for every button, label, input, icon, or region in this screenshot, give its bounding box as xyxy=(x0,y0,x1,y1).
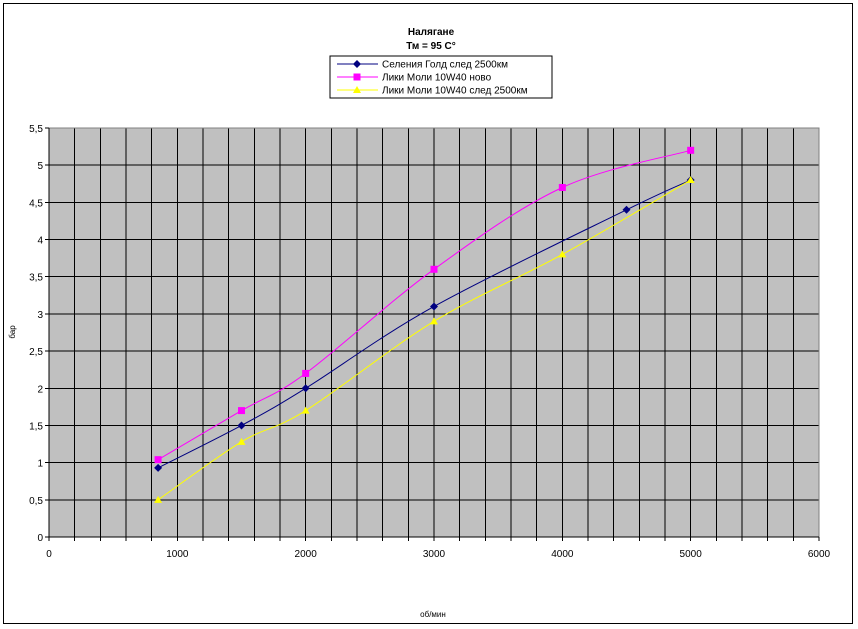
y-tick-label: 0,5 xyxy=(29,496,43,507)
data-point xyxy=(154,495,163,503)
legend-marker xyxy=(353,86,361,93)
y-tick-label: 2,5 xyxy=(29,347,43,358)
legend-label: Селения Голд след 2500км xyxy=(382,60,508,71)
y-tick-label: 2 xyxy=(37,384,43,395)
series-2 xyxy=(154,146,695,464)
y-tick-label: 1 xyxy=(37,459,43,470)
legend-marker xyxy=(353,60,361,68)
y-tick-label: 0 xyxy=(37,533,43,544)
data-point xyxy=(301,406,310,414)
x-tick-label: 5000 xyxy=(680,549,703,560)
legend-item: Лики Моли 10W40 ново xyxy=(337,73,492,84)
y-tick-label: 3,5 xyxy=(29,273,43,284)
legend: Селения Голд след 2500км Лики Моли 10W40 … xyxy=(329,55,553,99)
data-point xyxy=(154,456,162,464)
plot-area: 0 0,5 1 1,5 2 2,5 3 3,5 4 4,5 5 5,5 0 1000 2000 3000 400… xyxy=(29,124,830,560)
data-point xyxy=(687,146,695,154)
x-tick-label: 4000 xyxy=(551,549,574,560)
legend-item: Селения Голд след 2500км xyxy=(337,60,508,71)
data-point xyxy=(558,250,567,258)
data-point xyxy=(154,463,163,472)
data-point xyxy=(622,205,631,214)
series-3 xyxy=(154,176,695,503)
data-point xyxy=(302,369,310,377)
data-point xyxy=(301,384,310,393)
y-tick-label: 4,5 xyxy=(29,198,43,209)
data-point xyxy=(430,317,438,325)
x-tick-label: 0 xyxy=(46,549,52,560)
data-point xyxy=(237,421,246,430)
legend-marker xyxy=(353,73,361,81)
y-tick-label: 1,5 xyxy=(29,421,43,432)
x-tick-label: 2000 xyxy=(295,549,318,560)
y-tick-label: 4 xyxy=(37,236,43,247)
series-line xyxy=(157,179,691,501)
legend-label: Лики Моли 10W40 след 2500км xyxy=(382,86,528,97)
data-point xyxy=(238,407,245,415)
chart-subtitle: Тм = 95 С° xyxy=(406,41,456,52)
data-point xyxy=(686,176,695,184)
data-point xyxy=(430,302,438,311)
legend-label: Лики Моли 10W40 ново xyxy=(382,73,492,84)
y-tick-label: 5,5 xyxy=(29,124,43,135)
y-tick-label: 5 xyxy=(37,161,43,172)
y-axis-label: бар xyxy=(8,325,17,339)
data-point xyxy=(237,437,246,445)
x-axis-label: об/мин xyxy=(420,610,446,619)
legend-item: Лики Моли 10W40 след 2500км xyxy=(337,86,528,97)
x-tick-label: 1000 xyxy=(166,549,189,560)
y-tick-label: 3 xyxy=(37,310,43,321)
x-tick-label: 6000 xyxy=(808,549,831,560)
x-tick-label: 3000 xyxy=(423,549,446,560)
data-point xyxy=(558,183,566,191)
data-point xyxy=(430,265,438,273)
chart-title: Налягане xyxy=(408,27,455,38)
